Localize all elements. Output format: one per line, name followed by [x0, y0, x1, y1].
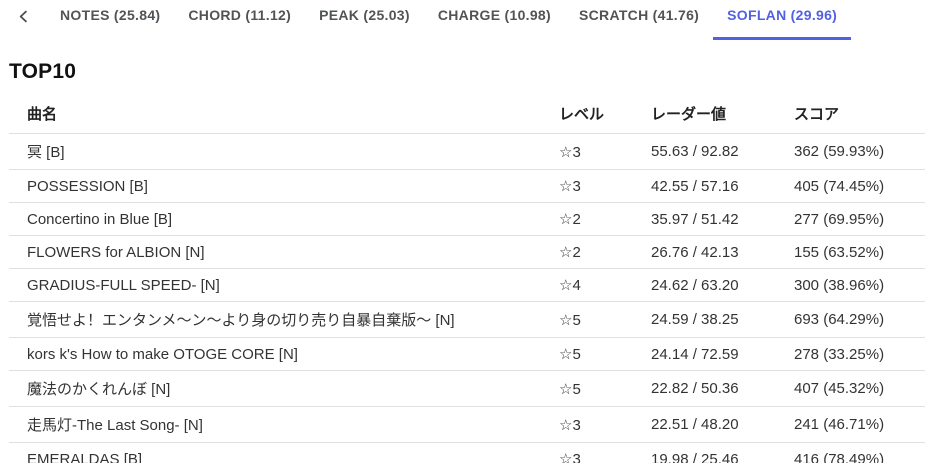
radar-value: 22.82 / 50.36 [633, 370, 776, 407]
table-row: 走馬灯-The Last Song- [N] ☆3 22.51 / 48.20 … [9, 406, 925, 443]
table-header-row: 曲名 レベル レーダー値 スコア [9, 94, 925, 134]
table-row: GRADIUS-FULL SPEED- [N] ☆4 24.62 / 63.20… [9, 268, 925, 302]
song-level: ☆3 [541, 169, 633, 203]
song-level: ☆4 [541, 268, 633, 302]
score-value: 155 (63.52%) [776, 235, 925, 269]
tab-charge[interactable]: CHARGE (10.98) [424, 2, 565, 41]
score-value: 407 (45.32%) [776, 370, 925, 407]
column-header-level: レベル [541, 94, 633, 134]
song-title: 走馬灯-The Last Song- [N] [9, 406, 541, 443]
score-value: 300 (38.96%) [776, 268, 925, 302]
song-title: FLOWERS for ALBION [N] [9, 235, 541, 269]
radar-tab-bar: NOTES (25.84) CHORD (11.12) PEAK (25.03)… [0, 0, 934, 41]
page-title: TOP10 [9, 60, 77, 83]
song-title: EMERALDAS [B] [9, 442, 541, 463]
radar-value: 26.76 / 42.13 [633, 235, 776, 269]
tab-scratch[interactable]: SCRATCH (41.76) [565, 2, 713, 41]
score-value: 277 (69.95%) [776, 202, 925, 236]
radar-value: 55.63 / 92.82 [633, 133, 776, 170]
column-header-title: 曲名 [9, 94, 541, 134]
song-level: ☆3 [541, 442, 633, 463]
score-value: 241 (46.71%) [776, 406, 925, 443]
table-row: EMERALDAS [B] ☆3 19.98 / 25.46 416 (78.4… [9, 442, 925, 463]
song-title: kors k's How to make OTOGE CORE [N] [9, 337, 541, 371]
tab-notes[interactable]: NOTES (25.84) [46, 2, 174, 41]
score-value: 278 (33.25%) [776, 337, 925, 371]
song-level: ☆3 [541, 133, 633, 170]
radar-value: 24.14 / 72.59 [633, 337, 776, 371]
radar-value: 42.55 / 57.16 [633, 169, 776, 203]
radar-value: 22.51 / 48.20 [633, 406, 776, 443]
table-row: kors k's How to make OTOGE CORE [N] ☆5 2… [9, 337, 925, 371]
top10-table: 曲名 レベル レーダー値 スコア 冥 [B] ☆3 55.63 / 92.82 … [9, 94, 925, 463]
table-row: POSSESSION [B] ☆3 42.55 / 57.16 405 (74.… [9, 169, 925, 203]
table-row: 覚悟せよ！エンタンメ〜ン〜より身の切り売り自暴自棄版〜 [N] ☆5 24.59… [9, 301, 925, 338]
score-value: 693 (64.29%) [776, 301, 925, 338]
song-level: ☆5 [541, 370, 633, 407]
column-header-score: スコア [776, 94, 925, 134]
table-row: 冥 [B] ☆3 55.63 / 92.82 362 (59.93%) [9, 133, 925, 170]
song-level: ☆5 [541, 301, 633, 338]
song-title: Concertino in Blue [B] [9, 202, 541, 236]
tab-chord[interactable]: CHORD (11.12) [174, 2, 305, 41]
song-level: ☆2 [541, 202, 633, 236]
chevron-left-icon [19, 10, 27, 23]
score-value: 405 (74.45%) [776, 169, 925, 203]
radar-value: 35.97 / 51.42 [633, 202, 776, 236]
radar-value: 19.98 / 25.46 [633, 442, 776, 463]
score-value: 362 (59.93%) [776, 133, 925, 170]
table-row: 魔法のかくれんぼ [N] ☆5 22.82 / 50.36 407 (45.32… [9, 370, 925, 407]
table-row: Concertino in Blue [B] ☆2 35.97 / 51.42 … [9, 202, 925, 236]
score-value: 416 (78.49%) [776, 442, 925, 463]
song-title: 魔法のかくれんぼ [N] [9, 370, 541, 407]
table-row: FLOWERS for ALBION [N] ☆2 26.76 / 42.13 … [9, 235, 925, 269]
song-title: 冥 [B] [9, 133, 541, 170]
radar-value: 24.62 / 63.20 [633, 268, 776, 302]
song-title: GRADIUS-FULL SPEED- [N] [9, 268, 541, 302]
song-level: ☆2 [541, 235, 633, 269]
tab-scroll-prev-button[interactable] [0, 2, 46, 41]
tab-peak[interactable]: PEAK (25.03) [305, 2, 424, 41]
song-level: ☆3 [541, 406, 633, 443]
song-level: ☆5 [541, 337, 633, 371]
tab-soflan[interactable]: SOFLAN (29.96) [713, 2, 852, 41]
song-title: 覚悟せよ！エンタンメ〜ン〜より身の切り売り自暴自棄版〜 [N] [9, 301, 541, 338]
song-title: POSSESSION [B] [9, 169, 541, 203]
column-header-radar: レーダー値 [633, 94, 776, 134]
radar-value: 24.59 / 38.25 [633, 301, 776, 338]
